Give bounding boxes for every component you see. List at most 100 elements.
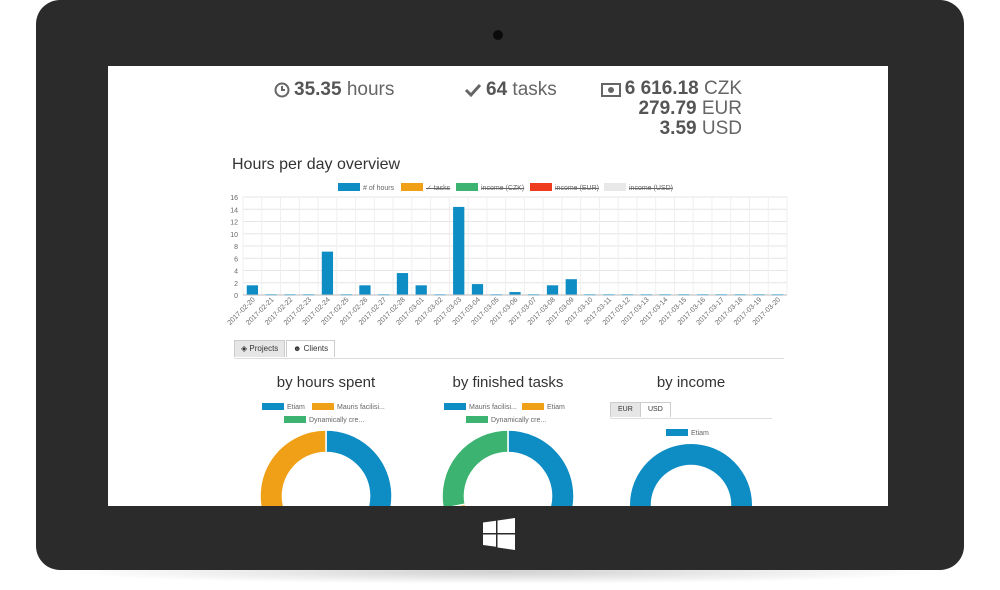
tab-usd[interactable]: USD — [640, 402, 671, 417]
legend-label: Mauris facilisi... — [469, 404, 517, 411]
bar — [715, 294, 727, 296]
bar — [621, 294, 634, 296]
legend-swatch — [604, 183, 626, 191]
eur-value: 279.79 — [638, 98, 697, 119]
bar — [546, 285, 559, 295]
income-eur: 279.79 EUR — [601, 99, 742, 119]
tasks-stat: 64 tasks — [464, 79, 557, 101]
bar — [321, 251, 334, 295]
legend-income-czk[interactable]: income (CZK) — [456, 183, 524, 195]
clock-icon — [274, 82, 290, 98]
tasks-donut-chart — [441, 429, 575, 506]
legend-label: Etiam — [287, 404, 305, 411]
hours-stat: 35.35 hours — [274, 79, 394, 101]
check-icon — [464, 83, 482, 98]
hours-bar-chart: 02468101214162017-02-202017-02-212017-02… — [227, 195, 788, 327]
usd-value: 3.59 — [659, 118, 697, 139]
hours-legend-item[interactable]: Etiam — [262, 403, 305, 411]
legend-swatch — [401, 183, 423, 191]
legend-label: income (CZK) — [481, 185, 525, 192]
windows-logo-icon[interactable] — [483, 518, 515, 550]
legend-swatch — [284, 416, 306, 423]
bar — [246, 285, 259, 295]
hours-label: hours — [346, 79, 395, 100]
bar — [378, 294, 390, 296]
tab-eur[interactable]: EUR — [610, 402, 641, 417]
legend-hours[interactable]: # of hours — [338, 183, 394, 195]
bar — [696, 294, 709, 296]
bar — [359, 285, 371, 295]
camera — [493, 30, 503, 40]
bar — [509, 292, 521, 295]
tab-label: Clients — [303, 344, 329, 353]
hours-value: 35.35 — [294, 79, 342, 100]
legend-swatch — [338, 183, 360, 191]
bar — [303, 294, 315, 296]
legend-income-usd[interactable]: income (USD) — [604, 183, 673, 195]
legend-swatch — [466, 416, 488, 423]
y-tick-label: 2 — [234, 281, 238, 288]
tasks-legend-item[interactable]: Mauris facilisi... — [444, 403, 517, 411]
bar — [528, 294, 540, 296]
bar — [565, 279, 577, 295]
bar — [265, 294, 277, 296]
donut-slice — [259, 429, 327, 506]
tasks-value: 64 — [486, 79, 508, 100]
y-tick-label: 10 — [230, 232, 238, 239]
bar — [640, 294, 652, 296]
legend-income-eur[interactable]: income (EUR) — [530, 183, 599, 195]
by-tasks-title: by finished tasks — [452, 374, 564, 391]
legend-tasks[interactable]: ✓ tasks — [401, 183, 450, 195]
bar — [603, 294, 615, 296]
by-hours-title: by hours spent — [276, 374, 376, 391]
legend-label: Etiam — [547, 404, 565, 411]
tasks-legend-item[interactable]: Etiam — [522, 403, 565, 411]
hours-legend-item[interactable]: Dynamically cre... — [284, 416, 364, 424]
income-usd: 3.59 USD — [601, 119, 742, 139]
bar — [678, 294, 690, 296]
legend-label: income (EUR) — [555, 185, 599, 192]
overview-title: Hours per day overview — [232, 156, 401, 173]
currency-tabs: EUR USD — [610, 402, 772, 419]
czk-value: 6 616.18 — [624, 78, 699, 99]
legend-swatch — [312, 403, 334, 410]
income-czk: 6 616.18 CZK — [600, 78, 742, 99]
legend-swatch — [456, 183, 478, 191]
bar — [396, 273, 409, 295]
legend-swatch — [444, 403, 466, 410]
legend-label: Dynamically cre... — [491, 417, 547, 424]
users-icon: ☻ — [293, 344, 302, 353]
legend-swatch — [262, 403, 284, 410]
income-stat: 6 616.18 CZK 279.79 EUR 3.59 USD — [600, 78, 742, 139]
legend-label: ✓ tasks — [426, 185, 451, 192]
bar — [453, 206, 465, 295]
hours-legend-item[interactable]: Mauris facilisi... — [312, 403, 385, 411]
donut-slice — [441, 429, 509, 506]
screen: 35.35 hours 64 tasks 6 616.18 CZK 279.79… — [108, 66, 888, 506]
bar — [434, 294, 446, 296]
bar — [659, 294, 671, 296]
czk-label: CZK — [704, 78, 742, 99]
donut-slice — [325, 429, 393, 506]
usd-label: USD — [701, 118, 742, 139]
tasks-legend-item[interactable]: Dynamically cre... — [466, 416, 546, 424]
legend-label: income (USD) — [629, 185, 673, 192]
cubes-icon: ◈ — [241, 344, 248, 353]
breakdown-tabs: ◈ Projects ☻ Clients — [234, 340, 784, 359]
tab-projects[interactable]: ◈ Projects — [234, 340, 286, 357]
legend-swatch — [666, 429, 688, 436]
income-legend-item[interactable]: Etiam — [666, 429, 709, 437]
tab-clients[interactable]: ☻ Clients — [286, 340, 336, 357]
y-tick-label: 8 — [234, 244, 238, 251]
legend-label: Dynamically cre... — [309, 417, 365, 424]
y-tick-label: 12 — [230, 220, 238, 227]
income-donut-chart — [630, 444, 752, 506]
eur-label: EUR — [701, 98, 742, 119]
tasks-label: tasks — [512, 79, 557, 100]
money-icon — [600, 83, 621, 97]
tab-label: Projects — [249, 344, 279, 353]
y-tick-label: 6 — [234, 256, 238, 263]
donut-slice — [630, 444, 752, 506]
legend-swatch — [522, 403, 544, 410]
bar — [284, 294, 296, 296]
